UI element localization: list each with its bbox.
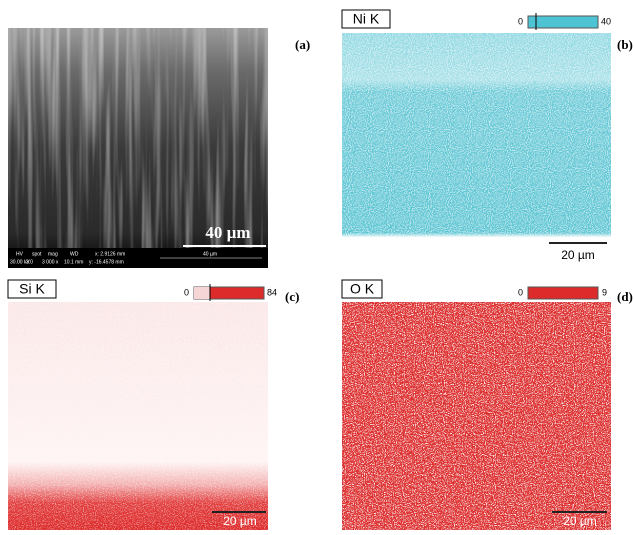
panel-label: (c) xyxy=(285,289,299,304)
element-label: Si K xyxy=(19,281,45,297)
colorbar-max: 84 xyxy=(267,287,277,297)
scale-label: 20 µm xyxy=(561,248,595,262)
element-label: Ni K xyxy=(353,11,380,27)
element-label: O K xyxy=(350,281,375,297)
info-scale: 40 µm xyxy=(203,251,217,257)
info-header: HV xyxy=(16,251,24,257)
colorbar-min: 0 xyxy=(518,287,523,297)
colorbar xyxy=(527,286,599,300)
colorbar-max: 9 xyxy=(602,287,607,297)
colorbar-low xyxy=(194,287,210,299)
sem-texture xyxy=(8,28,268,248)
map-texture xyxy=(342,33,611,268)
colorbar-min: 0 xyxy=(518,16,523,26)
panel-label: (d) xyxy=(617,289,633,304)
info-header: mag xyxy=(48,251,58,257)
info-header: spot xyxy=(32,251,42,257)
panel-label: (b) xyxy=(617,37,633,52)
panel-d: O K 0 9 20 µm (d) xyxy=(341,279,633,530)
panel-c: Si K 0 84 20 µm (c) xyxy=(7,279,299,530)
element-box xyxy=(7,279,57,299)
map-texture xyxy=(342,302,611,530)
scale-label: 20 µm xyxy=(223,514,257,528)
info-bar xyxy=(8,248,268,268)
info-value: y: -16.4578 mm xyxy=(89,259,124,265)
scale-label: 40 µm xyxy=(205,223,250,242)
scale-label: 20 µm xyxy=(563,514,597,528)
colorbar-min: 0 xyxy=(184,287,189,297)
info-value: 3.0 xyxy=(26,259,33,265)
map-texture xyxy=(8,302,268,530)
panel-b: Ni K 0 40 20 µm (b) xyxy=(341,9,633,268)
element-box xyxy=(341,279,383,299)
panel-label: (a) xyxy=(295,37,310,52)
info-value: 3 000 x xyxy=(42,259,59,265)
colorbar xyxy=(527,15,599,29)
colorbar-max: 40 xyxy=(601,16,611,26)
info-value: 30.00 kV xyxy=(10,259,30,265)
element-box xyxy=(341,9,391,29)
info-header: x: 2.9126 mm xyxy=(95,251,125,257)
info-value: 10.1 mm xyxy=(64,259,83,265)
info-header: WD xyxy=(70,251,79,257)
